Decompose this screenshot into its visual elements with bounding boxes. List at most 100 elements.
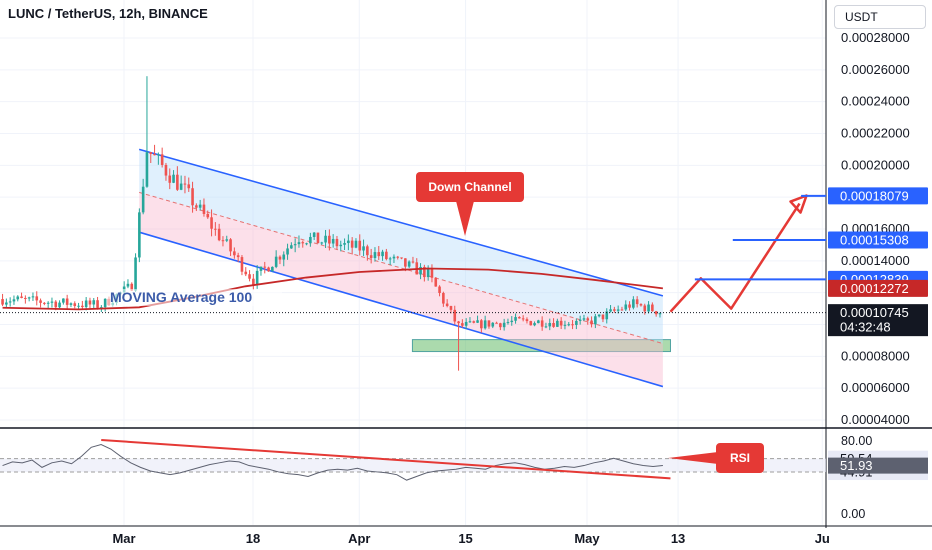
- candle-body: [499, 323, 502, 328]
- candle-body: [453, 309, 457, 322]
- candle-body: [217, 228, 221, 241]
- rsi-tick-label: 80.00: [841, 434, 872, 448]
- price-tick-label: 0.00014000: [841, 253, 910, 268]
- rsi-callout-box: [716, 443, 764, 473]
- candle-body: [301, 242, 305, 244]
- candle-body: [647, 304, 650, 312]
- candle-body: [77, 305, 80, 307]
- candle-body: [468, 321, 472, 323]
- candle-body: [271, 266, 274, 272]
- candle-body: [552, 322, 555, 327]
- ma-label-bg: [108, 289, 282, 306]
- price-tick-label: 0.00028000: [841, 30, 910, 45]
- rsi-label: RSI: [730, 451, 750, 465]
- candle-body: [58, 302, 61, 308]
- channel-lower-line: [138, 231, 664, 388]
- rsi-pane: [0, 439, 826, 481]
- candle-body: [556, 320, 559, 327]
- candle-body: [510, 320, 514, 323]
- candle-body: [514, 317, 517, 321]
- candle-body: [1, 299, 4, 305]
- rsi-current-label-box: [828, 457, 928, 474]
- candle-body: [164, 164, 168, 176]
- candle-body: [27, 297, 31, 299]
- price-tick-label: 0.00006000: [841, 380, 910, 395]
- price-tick-label: 0.00024000: [841, 94, 910, 109]
- candle-body: [567, 324, 571, 326]
- candle-body: [533, 323, 536, 326]
- candle-body: [521, 318, 525, 320]
- candle-body: [605, 311, 609, 320]
- candle-body: [8, 301, 12, 303]
- candle-body: [267, 267, 270, 272]
- candle-body: [160, 154, 164, 165]
- candle-body: [407, 261, 411, 267]
- candle-body: [366, 246, 369, 256]
- price-tick-label: 0.00026000: [841, 62, 910, 77]
- candle-body: [480, 320, 483, 329]
- target-2-price-label-box: [828, 231, 928, 249]
- candle-body: [255, 270, 259, 285]
- projection-arrowhead: [789, 194, 808, 214]
- candle-body: [362, 246, 365, 251]
- candle-body: [62, 298, 65, 303]
- candle-body: [594, 316, 597, 325]
- rsi-current-label: 51.93: [840, 458, 873, 473]
- rsi-band: [0, 458, 826, 473]
- price-tick-label: 0.00020000: [841, 157, 910, 172]
- ma-price-label-box: [828, 279, 928, 297]
- candle-body: [385, 251, 388, 260]
- candle-body: [274, 256, 278, 267]
- candle-body: [198, 204, 202, 208]
- candle-body: [126, 283, 130, 287]
- candle-body: [100, 307, 103, 309]
- ma-label: MOVING Average 100: [110, 289, 252, 305]
- candle-body: [597, 314, 601, 317]
- candle-body: [214, 228, 217, 230]
- candle-body: [195, 205, 198, 208]
- currency-selector[interactable]: USDT: [834, 5, 926, 29]
- candle-body: [305, 243, 308, 245]
- candle-body: [464, 321, 468, 326]
- down-channel-callout-box: [416, 172, 524, 202]
- candle-body: [339, 244, 343, 247]
- candle-body: [328, 235, 331, 244]
- candle-body: [518, 317, 521, 319]
- candle-body: [179, 183, 183, 190]
- candle-body: [252, 278, 255, 285]
- candle-body: [65, 298, 69, 305]
- candle-body: [582, 318, 586, 320]
- grid: [0, 0, 932, 528]
- candle-body: [343, 243, 346, 245]
- candle-body: [176, 174, 179, 190]
- candle-body: [244, 271, 248, 275]
- candle-body: [191, 188, 194, 206]
- candle-body: [331, 238, 335, 244]
- candle-body: [491, 322, 495, 327]
- candle-body: [590, 320, 593, 325]
- candle-body: [388, 258, 392, 260]
- candle-body: [240, 257, 244, 272]
- candle-body: [563, 324, 567, 326]
- candle-body: [236, 255, 240, 258]
- candle-body: [377, 252, 381, 257]
- down-channel-layer: [138, 148, 664, 388]
- candle-body: [483, 320, 487, 329]
- time-tick-label: Mar: [112, 531, 135, 546]
- rsi-line: [2, 444, 663, 481]
- candle-body: [426, 268, 430, 278]
- candle-body: [632, 299, 635, 308]
- current-price-box: [828, 304, 928, 337]
- candle-body: [613, 309, 616, 311]
- candle-body: [130, 283, 134, 291]
- candle-body: [312, 232, 316, 237]
- candle-body: [578, 319, 582, 321]
- candle-body: [495, 322, 498, 324]
- candle-body: [96, 300, 99, 308]
- candle-body: [50, 301, 54, 303]
- candle-body: [654, 311, 658, 315]
- candle-body: [335, 238, 339, 247]
- current-price-label: 0.00010745: [840, 305, 909, 320]
- candle-body: [620, 309, 624, 311]
